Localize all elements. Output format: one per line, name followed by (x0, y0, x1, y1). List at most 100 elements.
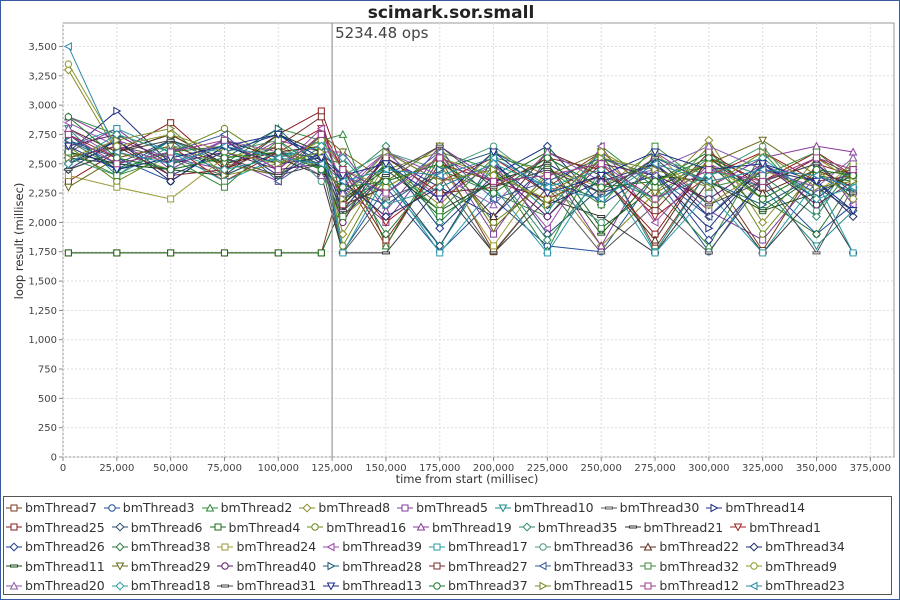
data-point (812, 165, 821, 174)
legend-marker (539, 581, 548, 591)
legend-label: bmThread7 (25, 500, 97, 516)
data-point (64, 142, 73, 151)
legend-icon (413, 522, 430, 531)
x-tick-label: 275,000 (634, 463, 675, 474)
legend-label: bmThread21 (643, 519, 724, 535)
legend-item: bmThread24 (217, 537, 316, 557)
data-point (758, 160, 768, 169)
legend-label: bmThread38 (130, 539, 211, 555)
legend-marker (733, 523, 743, 532)
legend-marker (644, 582, 652, 590)
data-point (759, 200, 768, 210)
legend-marker (115, 542, 125, 552)
data-point (597, 232, 606, 236)
data-point (597, 218, 605, 227)
legend-item: bmThread7 (6, 498, 97, 518)
data-point (338, 177, 347, 186)
legend-icon (111, 522, 128, 532)
data-point (382, 189, 390, 197)
data-point (650, 171, 659, 180)
data-point (167, 148, 175, 156)
legend-icon (6, 564, 22, 568)
data-point (651, 165, 660, 174)
data-point (382, 177, 390, 186)
data-point (650, 235, 660, 244)
data-point (489, 211, 498, 221)
data-point (597, 153, 606, 163)
legend-marker (498, 504, 508, 513)
legend-item: bmThread8 (299, 498, 390, 518)
legend-marker (644, 562, 652, 570)
data-point (651, 249, 659, 257)
data-point (220, 183, 228, 191)
data-point (812, 182, 822, 192)
data-point (273, 153, 282, 163)
data-point (597, 148, 605, 156)
data-point (490, 242, 498, 250)
legend-label: bmThread5 (416, 500, 488, 516)
data-point (435, 144, 444, 148)
data-point (812, 162, 821, 166)
legend-icon (6, 523, 22, 531)
x-tick-label: 175,000 (419, 463, 460, 474)
legend-icon (706, 503, 723, 513)
data-point (705, 154, 713, 162)
data-point (317, 113, 325, 121)
legend: bmThread7 bmThread3 bmThread2 bmThread8 bmTh… (3, 496, 892, 595)
legend-item: bmThread31 (217, 576, 316, 596)
data-point (64, 177, 72, 185)
data-point (543, 200, 552, 210)
data-point (650, 148, 660, 157)
legend-item: bmThread3 (103, 498, 195, 518)
data-point (812, 154, 820, 162)
data-point (435, 147, 444, 157)
data-point (381, 212, 391, 222)
data-point (339, 242, 347, 250)
legend-label: bmThread20 (25, 578, 105, 594)
legend-label: bmThread13 (342, 578, 422, 594)
data-point (705, 166, 713, 174)
data-point (113, 106, 122, 116)
y-tick-label: 0 (51, 453, 57, 464)
data-point (112, 147, 121, 157)
data-point (338, 129, 348, 138)
data-point (543, 212, 552, 221)
legend-item: bmThread16 (307, 518, 406, 538)
legend-label: bmThread27 (447, 558, 528, 574)
legend-marker (302, 503, 312, 513)
legend-label: bmThread35 (537, 519, 618, 535)
y-tick-label: 2,000 (28, 218, 57, 229)
data-point (704, 177, 713, 186)
data-point (489, 148, 498, 157)
data-point (489, 185, 498, 189)
x-tick-label: 250,000 (581, 463, 622, 474)
legend-marker (115, 522, 125, 532)
data-point (274, 159, 283, 169)
data-point (338, 209, 347, 213)
legend-label: bmThread14 (725, 500, 806, 516)
data-point (759, 236, 767, 244)
data-point (758, 165, 767, 174)
data-point (489, 194, 498, 204)
legend-label: bmThread31 (236, 578, 317, 594)
data-point (758, 230, 767, 238)
data-point (812, 177, 821, 186)
data-point (848, 182, 857, 192)
legend-icon (6, 542, 22, 552)
data-point (489, 153, 498, 163)
data-point (339, 201, 347, 209)
legend-icon (518, 522, 535, 532)
legend-marker (10, 564, 18, 568)
legend-marker (115, 562, 125, 571)
legend-icon (428, 543, 445, 551)
y-tick-label: 500 (38, 394, 57, 405)
legend-item: bmThread32 (640, 557, 739, 577)
data-point (489, 200, 498, 209)
data-point (167, 249, 175, 257)
data-point (64, 60, 73, 68)
legend-icon (111, 562, 128, 571)
data-point (435, 182, 445, 192)
legend-icon (397, 504, 414, 512)
legend-label: bmThread17 (447, 539, 528, 555)
data-point (651, 195, 659, 203)
